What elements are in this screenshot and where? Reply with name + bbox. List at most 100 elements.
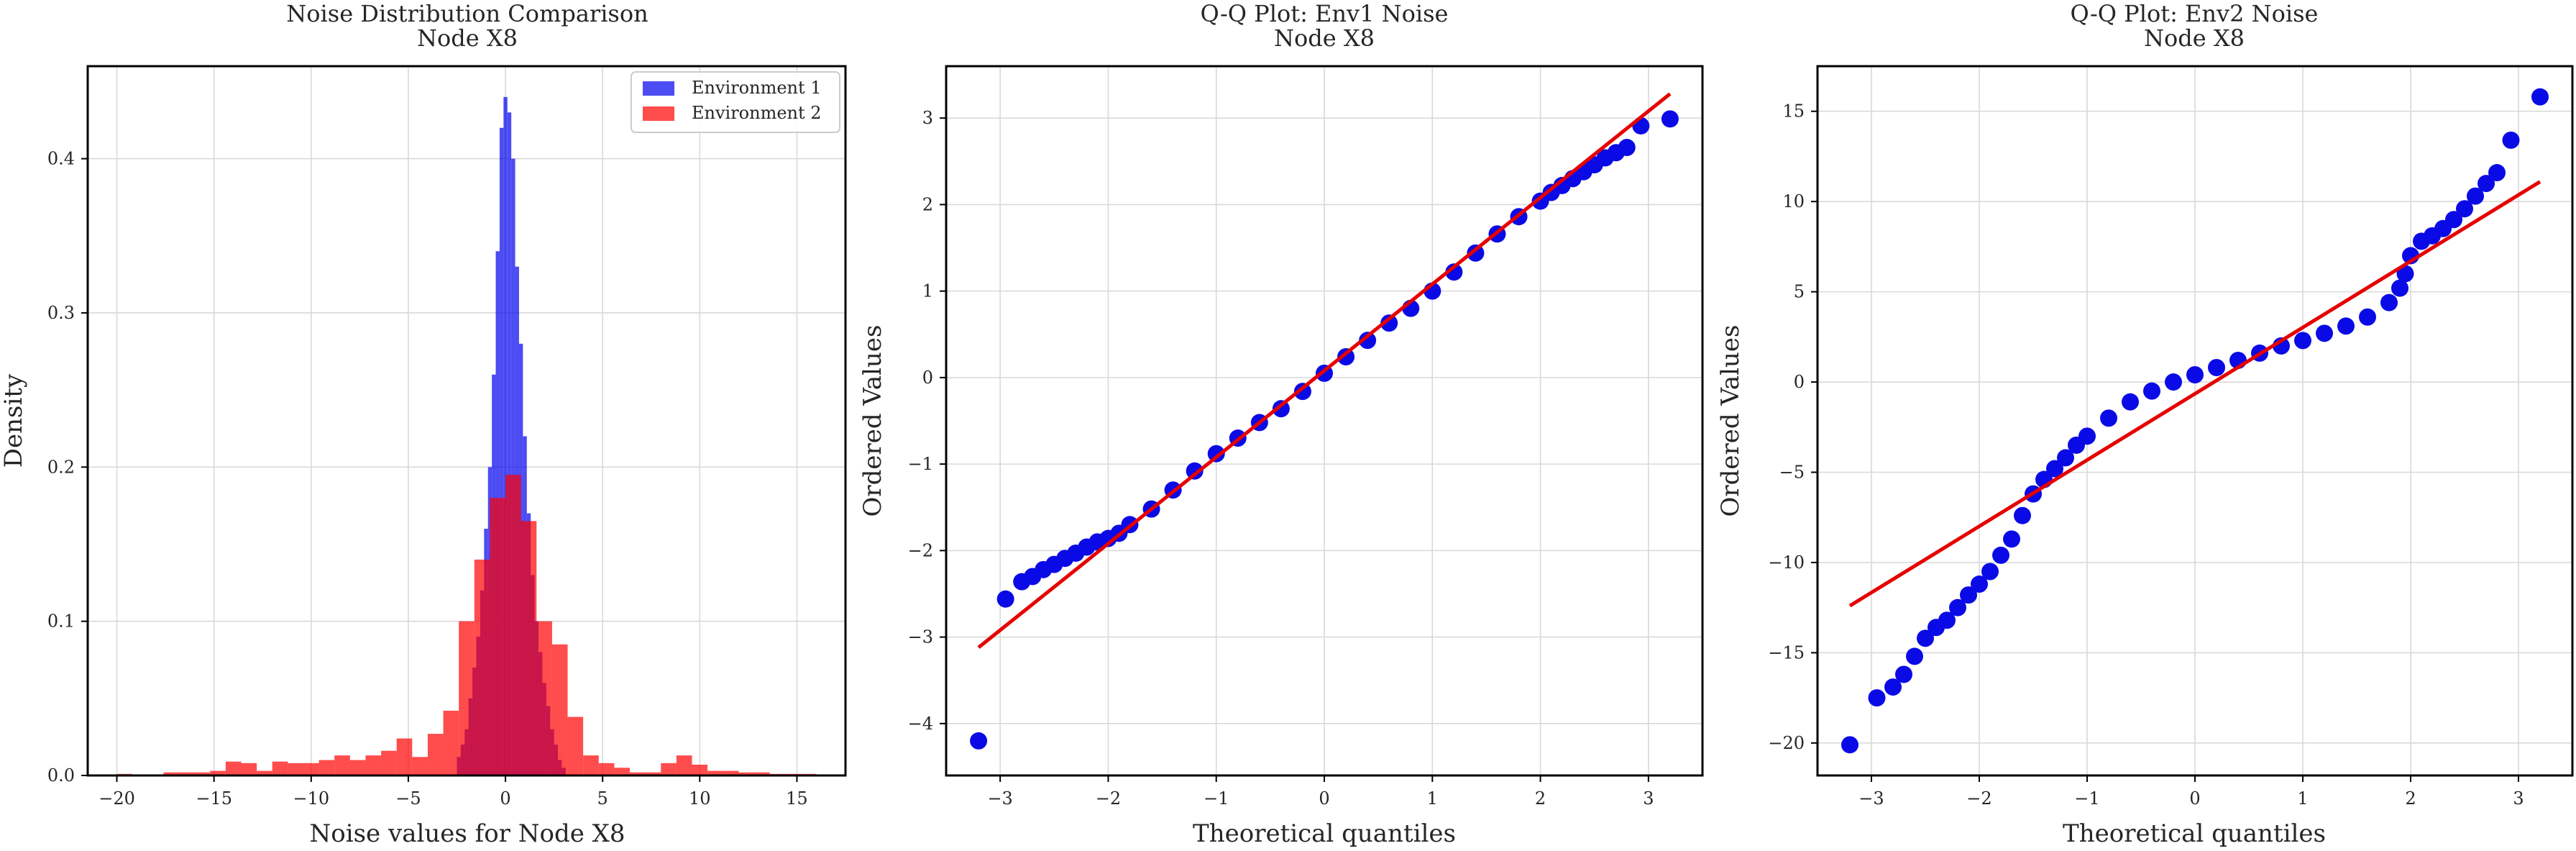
qq-point xyxy=(1841,736,1858,754)
y-tick-label: 0 xyxy=(922,368,933,388)
qq-fit-line-group xyxy=(977,92,1672,649)
x-tick-label: −20 xyxy=(98,788,135,809)
x-tick-label: 10 xyxy=(689,788,711,809)
x-tick-label: −2 xyxy=(1096,788,1121,809)
env1-bar xyxy=(511,158,515,775)
x-tick-label: 0 xyxy=(2189,788,2200,809)
x-tick-label: 3 xyxy=(2513,788,2524,809)
legend: Environment 1 Environment 2 xyxy=(631,71,840,133)
y-axis-label: Ordered Values xyxy=(1716,324,1745,516)
y-tick-label: 15 xyxy=(1782,101,1805,122)
env2-bar xyxy=(630,772,646,775)
qq-point xyxy=(2359,308,2376,326)
y-tick-label: 0.1 xyxy=(47,611,75,632)
y-axis-label: Density xyxy=(0,373,28,468)
qq-point xyxy=(970,732,988,750)
qq-point xyxy=(1971,575,1988,593)
qq-point xyxy=(2467,187,2484,205)
qq-point xyxy=(1380,314,1398,332)
legend-swatch-env2 xyxy=(643,106,674,121)
panel-title: Q-Q Plot: Env1 Noise xyxy=(1201,0,1449,27)
env2-bar xyxy=(412,757,428,775)
x-tick-label: 5 xyxy=(597,788,608,809)
qq-point xyxy=(1938,611,1956,629)
y-tick-label: 0.4 xyxy=(47,149,75,169)
qq-point xyxy=(1207,445,1225,463)
env2-bar xyxy=(349,760,366,775)
x-tick-label: −3 xyxy=(1858,788,1884,809)
x-tick-label: −3 xyxy=(987,788,1012,809)
env1-bar xyxy=(507,112,512,776)
qq-point xyxy=(1917,629,1934,647)
env2-bar xyxy=(318,760,335,775)
qq-point xyxy=(2046,460,2063,478)
env2-bar xyxy=(645,772,661,775)
qq-point xyxy=(1359,332,1377,350)
x-tick-label: −10 xyxy=(293,788,329,809)
env2-bar xyxy=(334,755,350,775)
y-tick-label: 5 xyxy=(1794,282,1805,302)
qq-point xyxy=(2078,427,2096,445)
env1-bar xyxy=(503,96,508,775)
y-tick-label: −1 xyxy=(908,454,933,474)
qq-point xyxy=(2100,409,2117,427)
qq-point xyxy=(1467,244,1485,262)
qq-point xyxy=(1661,110,1679,128)
env2-bar xyxy=(427,734,444,775)
qq-points xyxy=(970,110,1679,750)
env2-bar xyxy=(288,763,303,775)
qq-point xyxy=(2456,200,2473,218)
qq-point xyxy=(2208,358,2225,376)
env2-bar xyxy=(753,772,770,775)
x-tick-label: 1 xyxy=(1427,788,1438,809)
env2-bar xyxy=(614,768,631,775)
qq-point xyxy=(2445,211,2462,229)
qq-point xyxy=(2380,293,2398,311)
env2-bar xyxy=(583,755,599,775)
qq-point xyxy=(1895,665,1912,683)
y-tick-label: 10 xyxy=(1782,191,1805,211)
qq-point xyxy=(2478,175,2495,193)
x-tick-label: 0 xyxy=(500,788,510,809)
qq-point xyxy=(2122,393,2139,411)
qq-fit-line xyxy=(1848,180,2541,608)
x-axis-label: Theoretical quantiles xyxy=(2063,819,2326,848)
qq-point xyxy=(2294,332,2311,350)
histogram-bars xyxy=(116,96,817,776)
x-tick-label: −1 xyxy=(2074,788,2099,809)
qq-point xyxy=(2003,530,2020,548)
qq-point xyxy=(1981,563,1999,581)
env2-bar xyxy=(723,770,739,775)
qq-point xyxy=(2014,506,2031,524)
panel-title: Q-Q Plot: Env2 Noise xyxy=(2071,0,2319,27)
y-tick-label: 0.2 xyxy=(47,457,75,477)
env1-bar xyxy=(499,127,504,775)
env2-bar xyxy=(536,621,552,775)
x-tick-label: 15 xyxy=(786,788,808,809)
qq-point xyxy=(2502,131,2520,149)
env2-bar xyxy=(551,644,568,775)
panel-subtitle: Node X8 xyxy=(417,24,518,52)
qq-point xyxy=(2396,265,2414,283)
grid-lines xyxy=(1818,66,2572,775)
env2-bar xyxy=(272,761,288,775)
panel-subtitle: Node X8 xyxy=(2144,24,2245,52)
x-tick-label: −15 xyxy=(196,788,232,809)
legend-label-env1: Environment 1 xyxy=(692,78,822,98)
qq-plot-env1-panel: Q-Q Plot: Env1 Noise Node X8 −3 −2 −1 0 1 2 3−… xyxy=(858,0,1704,848)
qq-plot-env2-panel: Q-Q Plot: Env2 Noise Node X8 −3 −2 −1 0 1 2 3−… xyxy=(1716,0,2574,848)
qq-point xyxy=(1293,383,1311,401)
y-tick-label: 0.0 xyxy=(47,765,75,786)
qq-point xyxy=(1868,689,1886,707)
axis-ticks: −3 −2 −1 0 1 2 3 −4 −3 −2 −1 0 1 2 3 xyxy=(908,108,1654,809)
env2-bar xyxy=(505,475,521,775)
qq-point xyxy=(2488,164,2506,182)
qq-point xyxy=(1906,647,1923,665)
y-tick-label: 0 xyxy=(1794,372,1805,392)
qq-point xyxy=(1992,546,2009,564)
legend-swatch-env1 xyxy=(643,81,674,96)
x-tick-label: 2 xyxy=(2405,788,2416,809)
x-axis-label: Theoretical quantiles xyxy=(1193,819,1456,848)
x-tick-label: 1 xyxy=(2297,788,2308,809)
